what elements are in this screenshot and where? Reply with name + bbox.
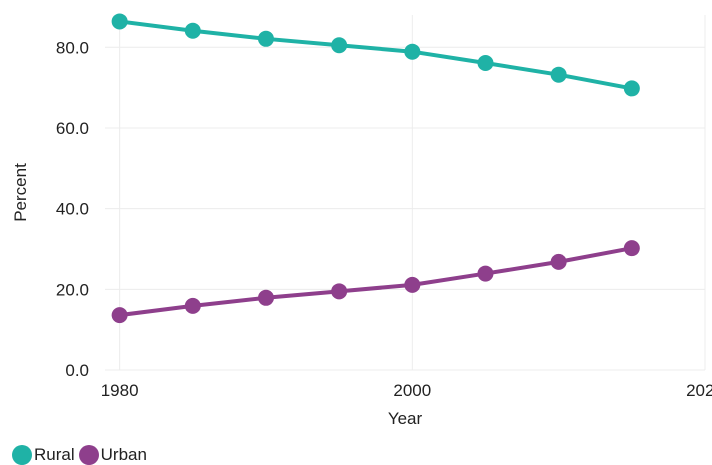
x-tick-label: 2020 bbox=[686, 381, 712, 400]
x-axis-title: Year bbox=[388, 409, 423, 428]
data-point-urban[interactable] bbox=[257, 289, 274, 306]
data-point-urban[interactable] bbox=[184, 297, 201, 314]
line-chart: 0.0 20.0 40.0 60.0 80.0 1980 2000 2020 Year Pe… bbox=[11, 13, 712, 428]
legend-label-rural: Rural bbox=[34, 445, 75, 464]
legend-item-urban[interactable]: Urban bbox=[78, 445, 147, 465]
gridlines bbox=[105, 15, 706, 371]
data-point-rural[interactable] bbox=[331, 37, 348, 54]
data-point-urban[interactable] bbox=[477, 265, 494, 282]
y-tick-label: 80.0 bbox=[56, 38, 89, 57]
data-point-rural[interactable] bbox=[184, 22, 201, 39]
y-axis-title: Percent bbox=[11, 163, 30, 222]
legend-item-rural[interactable]: Rural bbox=[12, 445, 75, 465]
series-line-urban bbox=[117, 246, 634, 318]
data-point-urban[interactable] bbox=[623, 240, 640, 257]
series-layer bbox=[111, 13, 640, 324]
legend-swatch-urban bbox=[78, 445, 99, 465]
data-point-urban[interactable] bbox=[404, 276, 421, 293]
series-urban bbox=[111, 240, 640, 324]
y-tick-label: 40.0 bbox=[56, 200, 89, 219]
series-rural bbox=[111, 13, 640, 97]
data-point-rural[interactable] bbox=[404, 43, 421, 60]
y-tick-label: 20.0 bbox=[56, 280, 89, 299]
legend-swatch-rural bbox=[12, 445, 32, 465]
data-point-rural[interactable] bbox=[550, 66, 567, 83]
data-point-rural[interactable] bbox=[623, 80, 640, 97]
data-point-urban[interactable] bbox=[331, 283, 348, 300]
data-point-rural[interactable] bbox=[477, 55, 494, 72]
data-point-rural[interactable] bbox=[111, 13, 128, 30]
chart-legend: Rural Urban bbox=[12, 445, 151, 465]
y-tick-label: 0.0 bbox=[65, 361, 89, 380]
data-point-rural[interactable] bbox=[257, 30, 274, 47]
x-tick-label: 2000 bbox=[393, 381, 431, 400]
y-axis-ticks: 0.0 20.0 40.0 60.0 80.0 bbox=[56, 38, 89, 380]
legend-label-urban: Urban bbox=[100, 445, 147, 464]
data-point-urban[interactable] bbox=[550, 253, 567, 270]
y-tick-label: 60.0 bbox=[56, 119, 89, 138]
data-point-urban[interactable] bbox=[111, 307, 128, 324]
series-line-rural bbox=[117, 19, 634, 91]
x-axis-ticks: 1980 2000 2020 bbox=[101, 381, 712, 400]
x-tick-label: 1980 bbox=[101, 381, 139, 400]
